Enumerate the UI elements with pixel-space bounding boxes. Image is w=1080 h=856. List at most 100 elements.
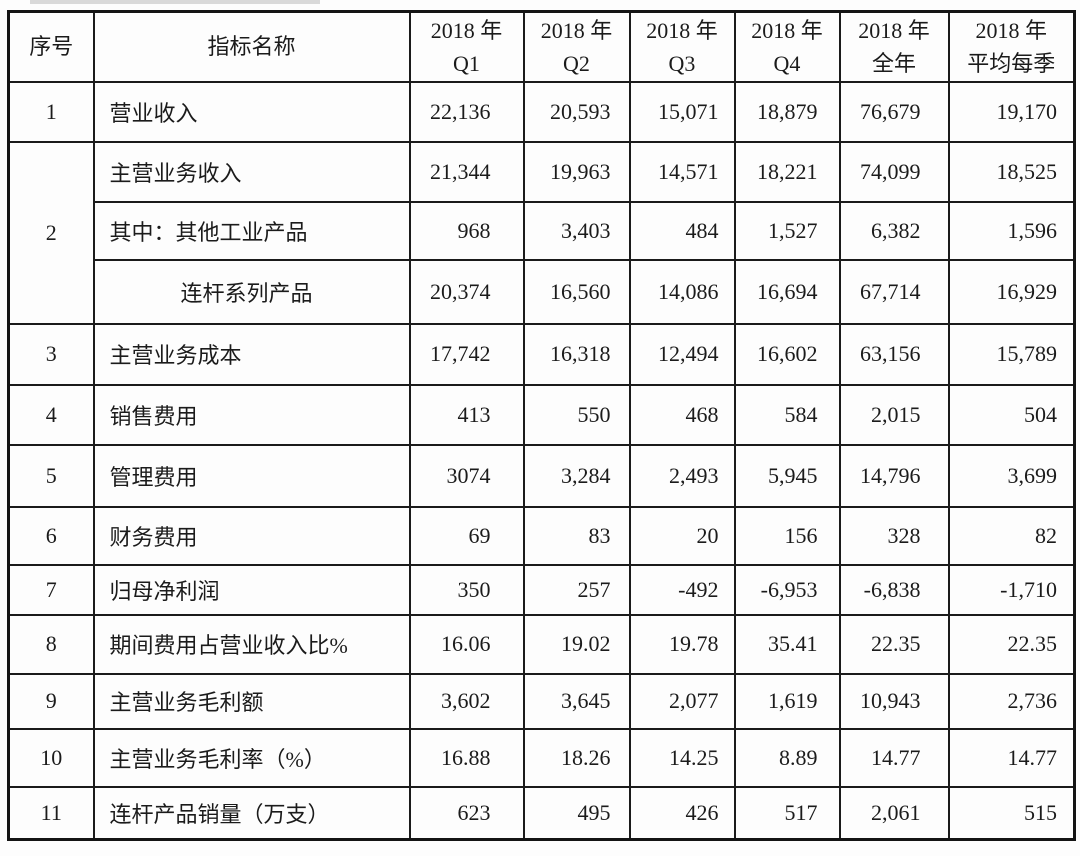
value-cell: 484 [628,200,736,261]
value-cell: 3,645 [522,672,631,730]
value-cell: 22.35 [838,613,950,675]
value-cell: 1,596 [947,200,1076,261]
value-cell: 16.06 [408,613,525,675]
value-cell: 2,015 [838,383,950,446]
value-cell: -1,710 [947,563,1076,616]
value-cell: 550 [522,383,631,446]
header-line-top: 2018 年 [646,17,718,43]
value-cell: 257 [522,563,631,616]
value-cell: 82 [947,505,1076,566]
row-number-cell: 4 [7,383,95,446]
value-cell: 14,796 [838,443,950,508]
header-line-bottom: Q4 [773,50,801,76]
table-row: 连杆系列产品 20,374 16,560 14,086 16,694 67,71… [9,258,1076,325]
value-cell: 495 [522,785,631,841]
header-line-top: 2018 年 [858,17,930,43]
value-cell: 1,619 [733,672,841,730]
row-number-cell: 9 [7,672,95,730]
value-cell: 19,170 [947,80,1076,143]
value-cell: 6,382 [838,200,950,261]
value-cell: 8.89 [733,727,841,788]
header-2018-fullyear: 2018 年 全年 [838,10,950,83]
value-cell: 76,679 [838,80,950,143]
value-cell: 22.35 [947,613,1076,675]
value-cell: -6,953 [733,563,841,616]
header-line-bottom: Q3 [668,50,696,76]
value-cell: 517 [733,785,841,841]
value-cell: 2,493 [628,443,736,508]
row-number-cell: 5 [7,443,95,508]
value-cell: 3,699 [947,443,1076,508]
value-cell: 3,602 [408,672,525,730]
table-row: 7 归母净利润 350 257 -492 -6,953 -6,838 -1,71… [7,563,1076,616]
value-cell: 3,284 [522,443,631,508]
table-row: 10 主营业务毛利率（%） 16.88 18.26 14.25 8.89 14.… [7,727,1076,788]
value-cell: 16.88 [408,727,525,788]
value-cell: 20,374 [408,258,525,325]
value-cell: 14.25 [628,727,736,788]
value-cell: 19.78 [628,613,736,675]
value-cell: 19.02 [522,613,631,675]
value-cell: 15,789 [947,322,1076,386]
value-cell: -6,838 [838,563,950,616]
indicator-cell: 销售费用 [92,383,411,446]
value-cell: 156 [733,505,841,566]
header-line-bottom: Q2 [563,50,590,76]
header-2018-quarterly-average: 2018 年 平均每季 [947,10,1076,83]
indicator-cell: 财务费用 [92,505,411,566]
header-indicator: 指标名称 [92,10,411,83]
value-cell: 2,061 [838,785,950,841]
table-row: 8 期间费用占营业收入比% 16.06 19.02 19.78 35.41 22… [7,613,1076,675]
indicator-cell: 连杆系列产品 [92,258,411,325]
value-cell: 20 [628,505,736,566]
indicator-cell: 主营业务收入 [92,140,411,203]
value-cell: 22,136 [408,80,525,143]
table-row: 2 主营业务收入 21,344 19,963 14,571 18,221 74,… [7,140,1076,325]
indicator-cell: 主营业务成本 [92,322,411,386]
value-cell: 19,963 [522,140,631,203]
table-row: 6 财务费用 69 83 20 156 328 82 [7,505,1076,566]
indicator-cell: 期间费用占营业收入比% [92,613,411,675]
value-cell: 2,736 [947,672,1076,730]
table-row: 3 主营业务成本 17,742 16,318 12,494 16,602 63,… [7,322,1076,386]
row-number-cell: 10 [7,727,95,788]
row-number-cell: 6 [7,505,95,566]
table-row: 4 销售费用 413 550 468 584 2,015 504 [7,383,1076,446]
value-cell: 10,943 [838,672,950,730]
value-cell: 3074 [408,443,525,508]
header-2018-q1: 2018 年 Q1 [408,10,525,83]
row-number-cell: 1 [7,80,95,143]
indicator-cell: 管理费用 [92,443,411,508]
header-2018-q2: 2018 年 Q2 [522,10,631,83]
table-row: 9 主营业务毛利额 3,602 3,645 2,077 1,619 10,943… [7,672,1076,730]
value-cell: 2,077 [628,672,736,730]
header-line-bottom: Q1 [453,50,480,76]
header-2018-q3: 2018 年 Q3 [628,10,736,83]
header-line-bottom: 平均每季 [967,50,1056,76]
value-cell: 35.41 [733,613,841,675]
value-cell: 968 [408,200,525,261]
value-cell: 67,714 [838,258,950,325]
value-cell: 69 [408,505,525,566]
value-cell: 1,527 [733,200,841,261]
value-cell: 426 [628,785,736,841]
value-cell: 15,071 [628,80,736,143]
row-number-cell-merged: 2 [7,140,95,325]
value-cell: 18.26 [522,727,631,788]
value-cell: 3,403 [522,200,631,261]
value-cell: 5,945 [733,443,841,508]
value-cell: 18,879 [733,80,841,143]
row-number-cell: 11 [7,785,95,841]
header-line-top: 2018 年 [751,17,823,43]
value-cell: 413 [408,383,525,446]
financial-quarterly-table: 序号 指标名称 2018 年 Q1 2018 年 Q2 2018 年 Q3 20… [7,10,1076,841]
table-row: 其中：其他工业产品 968 3,403 484 1,527 6,382 1,59… [9,200,1076,261]
value-cell: 17,742 [408,322,525,386]
value-cell: 14,086 [628,258,736,325]
value-cell: 20,593 [522,80,631,143]
indicator-cell: 主营业务毛利率（%） [92,727,411,788]
indicator-cell: 连杆产品销量（万支） [92,785,411,841]
value-cell: 18,525 [947,140,1076,203]
table-row: 1 营业收入 22,136 20,593 15,071 18,879 76,67… [7,80,1076,143]
